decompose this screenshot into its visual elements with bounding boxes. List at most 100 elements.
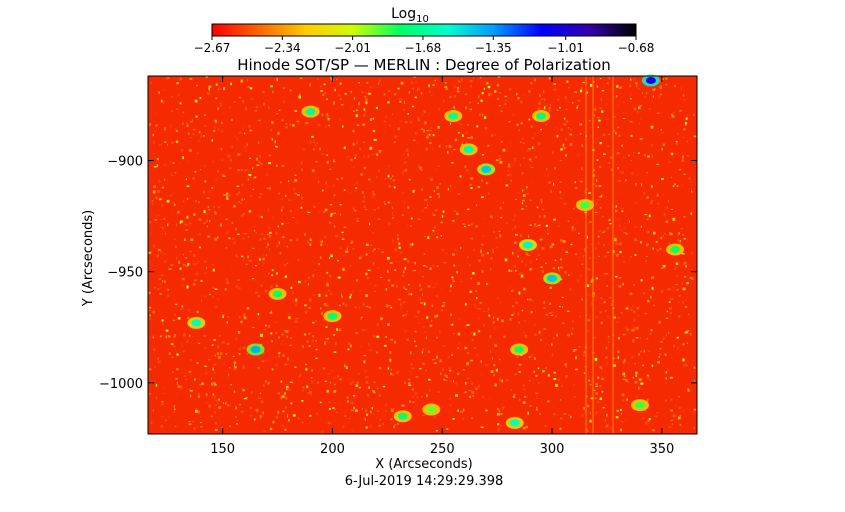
texture-speck — [355, 187, 358, 189]
texture-speck — [285, 123, 288, 125]
texture-speck — [268, 154, 272, 157]
texture-speck — [576, 279, 580, 283]
texture-speck — [445, 145, 448, 148]
texture-speck — [338, 328, 342, 332]
texture-speck — [339, 213, 342, 216]
texture-speck — [332, 103, 335, 105]
texture-speck — [622, 372, 626, 376]
texture-speck — [547, 400, 550, 403]
texture-speck — [510, 179, 512, 182]
texture-speck — [211, 383, 214, 385]
texture-speck — [679, 415, 682, 417]
texture-speck — [271, 138, 273, 141]
texture-speck — [292, 217, 295, 218]
texture-speck — [215, 121, 217, 124]
texture-speck — [287, 316, 291, 319]
texture-speck — [329, 382, 332, 384]
texture-speck — [504, 95, 508, 98]
texture-speck — [685, 330, 689, 334]
texture-speck — [292, 124, 295, 127]
texture-speck — [363, 155, 365, 158]
texture-speck — [656, 411, 659, 414]
texture-speck — [174, 313, 176, 316]
texture-speck — [617, 104, 619, 107]
texture-speck — [510, 389, 513, 391]
texture-speck — [616, 409, 619, 413]
texture-speck — [693, 366, 696, 369]
texture-speck — [623, 156, 625, 158]
texture-speck — [672, 185, 675, 187]
texture-speck — [479, 302, 482, 304]
texture-speck — [462, 417, 465, 421]
texture-speck — [527, 254, 531, 256]
texture-speck — [227, 194, 231, 197]
texture-speck — [440, 289, 443, 291]
texture-speck — [344, 415, 346, 417]
texture-speck — [681, 253, 685, 255]
texture-speck — [304, 122, 308, 125]
texture-speck — [469, 290, 473, 293]
texture-speck — [249, 414, 253, 417]
texture-speck — [349, 264, 352, 267]
texture-speck — [615, 209, 618, 213]
texture-speck — [349, 382, 353, 385]
texture-speck — [647, 408, 650, 411]
texture-speck — [392, 239, 394, 243]
texture-speck — [332, 79, 334, 81]
texture-speck — [199, 422, 202, 424]
texture-speck — [249, 87, 253, 90]
texture-speck — [628, 154, 630, 157]
texture-speck — [680, 98, 682, 100]
texture-speck — [517, 312, 520, 316]
texture-speck — [464, 309, 467, 313]
texture-speck — [343, 189, 346, 191]
texture-speck — [377, 169, 380, 173]
texture-speck — [268, 272, 270, 275]
texture-speck — [352, 129, 355, 133]
texture-speck — [155, 383, 158, 387]
texture-speck — [602, 407, 606, 409]
texture-speck — [478, 95, 480, 99]
texture-speck — [182, 200, 185, 203]
texture-speck — [610, 156, 613, 160]
texture-speck — [280, 396, 283, 400]
texture-speck — [398, 298, 401, 301]
texture-speck — [286, 245, 289, 248]
texture-speck — [152, 310, 156, 314]
texture-speck — [411, 269, 414, 272]
texture-speck — [222, 315, 224, 319]
texture-speck — [493, 373, 495, 377]
texture-speck — [457, 193, 461, 195]
texture-speck — [444, 86, 448, 88]
texture-speck — [453, 106, 455, 109]
polarization-region — [187, 316, 206, 329]
texture-speck — [371, 86, 375, 89]
texture-speck — [533, 357, 536, 360]
texture-speck — [568, 127, 570, 129]
texture-speck — [523, 287, 526, 291]
texture-speck — [525, 425, 528, 429]
texture-speck — [233, 241, 236, 244]
texture-speck — [270, 332, 273, 335]
texture-speck — [662, 235, 664, 237]
texture-speck — [640, 117, 642, 120]
texture-speck — [574, 349, 577, 351]
texture-speck — [578, 345, 581, 348]
texture-speck — [493, 327, 496, 330]
texture-speck — [528, 235, 530, 238]
texture-speck — [522, 142, 525, 144]
texture-speck — [661, 290, 663, 293]
texture-speck — [453, 249, 457, 251]
texture-speck — [282, 100, 285, 104]
region-core — [426, 406, 437, 414]
texture-speck — [289, 239, 293, 242]
texture-speck — [569, 128, 573, 132]
texture-speck — [661, 178, 664, 180]
texture-speck — [409, 370, 411, 373]
texture-speck — [328, 221, 332, 224]
texture-speck — [390, 372, 392, 375]
texture-speck — [596, 159, 599, 161]
texture-speck — [460, 281, 463, 283]
texture-speck — [403, 110, 405, 112]
texture-speck — [637, 87, 641, 90]
